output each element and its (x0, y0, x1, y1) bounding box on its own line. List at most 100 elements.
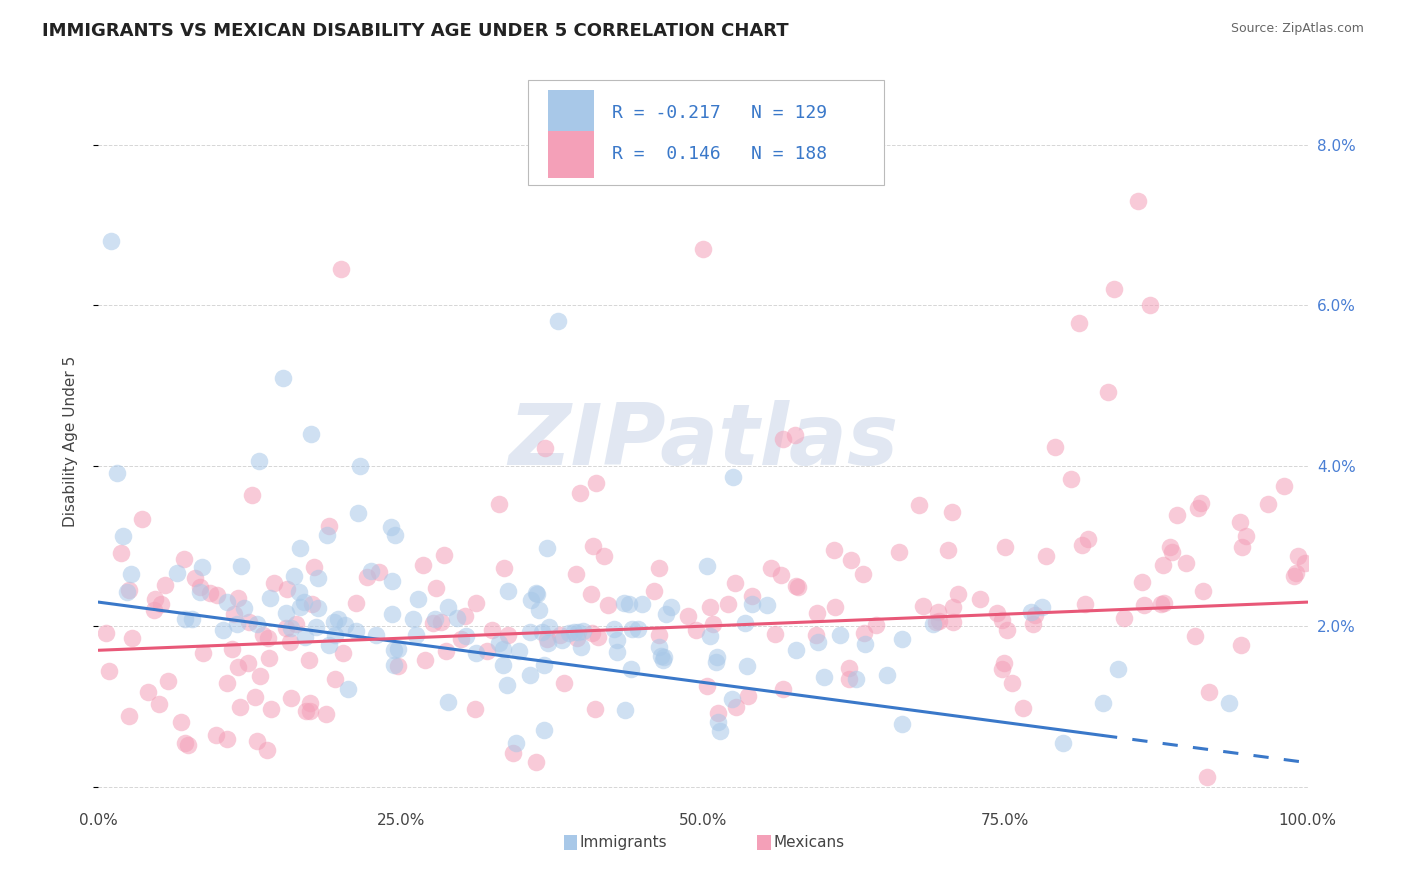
Point (823, 543, 845, 558)
Point (169, 715, 191, 730)
Point (533, 723, 555, 737)
Point (1077, 532, 1099, 546)
Point (211, 623, 233, 637)
Point (1097, 384, 1119, 399)
Point (1166, 508, 1188, 522)
Point (696, 679, 718, 693)
Point (1035, 549, 1057, 563)
Point (330, 261, 353, 276)
Point (166, 566, 188, 581)
Point (326, 612, 349, 626)
Point (475, 644, 498, 658)
Point (907, 498, 929, 512)
Point (648, 561, 671, 575)
Point (148, 698, 170, 712)
Point (845, 672, 868, 686)
Point (292, 595, 315, 609)
Point (652, 650, 675, 665)
Point (436, 600, 458, 615)
Point (785, 643, 807, 657)
Point (205, 728, 228, 742)
Point (298, 653, 321, 667)
Point (1272, 479, 1295, 493)
Point (772, 433, 794, 447)
Point (180, 612, 202, 626)
Point (298, 696, 321, 710)
Point (759, 560, 782, 574)
Point (685, 623, 707, 637)
Point (853, 637, 876, 651)
Point (567, 625, 589, 640)
Point (322, 615, 344, 629)
Point (336, 681, 359, 696)
Point (593, 549, 616, 563)
Point (488, 497, 510, 511)
Point (785, 579, 807, 593)
Point (1052, 736, 1074, 750)
Point (724, 576, 747, 591)
Point (1257, 497, 1279, 511)
Point (565, 631, 588, 645)
Point (620, 662, 643, 676)
Point (382, 642, 405, 657)
Point (1150, 598, 1173, 612)
Point (288, 541, 311, 555)
Point (606, 645, 628, 659)
Point (465, 597, 488, 611)
Point (1139, 298, 1161, 312)
Point (582, 539, 605, 553)
Point (380, 520, 402, 534)
Point (120, 567, 142, 582)
Point (143, 603, 166, 617)
Point (246, 734, 269, 748)
Point (191, 646, 214, 660)
Point (1128, 194, 1150, 208)
Point (1114, 611, 1136, 625)
Point (307, 601, 329, 615)
FancyBboxPatch shape (758, 835, 770, 850)
Point (1024, 607, 1046, 622)
Point (912, 599, 935, 614)
Point (891, 632, 914, 646)
Point (280, 621, 302, 635)
Point (537, 636, 560, 650)
Point (488, 636, 510, 650)
Point (627, 622, 650, 636)
Point (536, 632, 558, 647)
Point (364, 628, 387, 642)
Point (519, 667, 541, 681)
Point (928, 615, 950, 629)
Point (257, 650, 280, 665)
Point (1152, 558, 1174, 572)
Point (581, 625, 603, 640)
Point (100, 234, 122, 248)
Point (1045, 440, 1067, 454)
Point (285, 617, 308, 632)
Point (242, 488, 264, 502)
Point (1197, 770, 1219, 784)
Point (177, 738, 200, 752)
Point (215, 595, 238, 609)
Point (191, 560, 214, 574)
Point (621, 622, 644, 636)
Point (232, 601, 254, 615)
Point (942, 615, 965, 629)
Y-axis label: Disability Age Under 5: Disability Age Under 5 (63, 356, 77, 527)
Point (96, 626, 118, 640)
Point (349, 459, 371, 474)
Point (824, 599, 846, 614)
Point (530, 625, 553, 640)
Point (1092, 696, 1115, 710)
Text: N = 129: N = 129 (751, 104, 828, 122)
Point (257, 631, 280, 645)
Point (405, 628, 427, 642)
Point (838, 660, 860, 674)
Point (422, 616, 444, 631)
Point (527, 603, 550, 617)
Point (333, 617, 356, 632)
Point (221, 642, 243, 657)
Point (596, 598, 619, 612)
Point (678, 608, 700, 623)
Point (215, 676, 238, 690)
Point (804, 628, 827, 642)
